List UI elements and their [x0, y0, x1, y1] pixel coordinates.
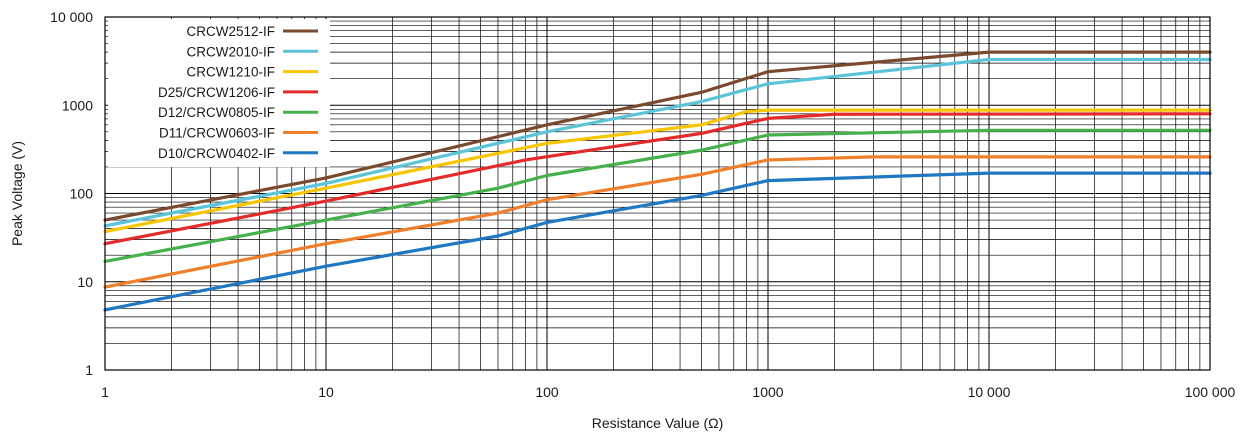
legend: CRCW2512-IF CRCW2010-IF CRCW1210-IF D25/CRC… [108, 19, 330, 168]
series-line [103, 50, 1212, 222]
x-tick-label: 1 [101, 384, 109, 400]
y-tick-label: 100 [70, 186, 94, 202]
legend-label: CRCW2010-IF [186, 44, 275, 59]
y-tick-label: 10 [77, 274, 93, 290]
legend-label: D25/CRCW1206-IF [158, 85, 275, 100]
series-lines [103, 50, 1212, 312]
series-line [103, 155, 1212, 289]
series-line [103, 108, 1212, 234]
x-tick-label: 1000 [752, 384, 783, 400]
legend-label: CRCW2512-IF [186, 24, 275, 39]
legend-label: D11/CRCW0603-IF [159, 126, 275, 141]
plot-frame [104, 16, 1211, 371]
y-tick-label: 1 [85, 362, 93, 378]
y-tick-label: 1000 [62, 97, 93, 113]
series-line [103, 128, 1212, 264]
x-axis-label: Resistance Value (Ω) [592, 415, 724, 431]
series-line [103, 112, 1212, 246]
legend-label: D10/CRCW0402-IF [158, 146, 275, 161]
x-tick-label: 10 000 [968, 384, 1011, 400]
y-axis-label: Peak Voltage (V) [9, 141, 25, 246]
y-tick-label: 10 000 [50, 9, 93, 25]
series-line [103, 171, 1212, 312]
x-tick-label: 100 [535, 384, 559, 400]
legend-label: D12/CRCW0805-IF [158, 105, 275, 120]
legend-label: CRCW1210-IF [186, 65, 275, 80]
x-tick-label: 100 000 [1185, 384, 1236, 400]
tick-labels: 1 10 100 1000 10 000 100 000 1 10 100 1000 10 000 [50, 9, 1235, 400]
series-line [103, 57, 1212, 228]
x-tick-label: 10 [318, 384, 334, 400]
